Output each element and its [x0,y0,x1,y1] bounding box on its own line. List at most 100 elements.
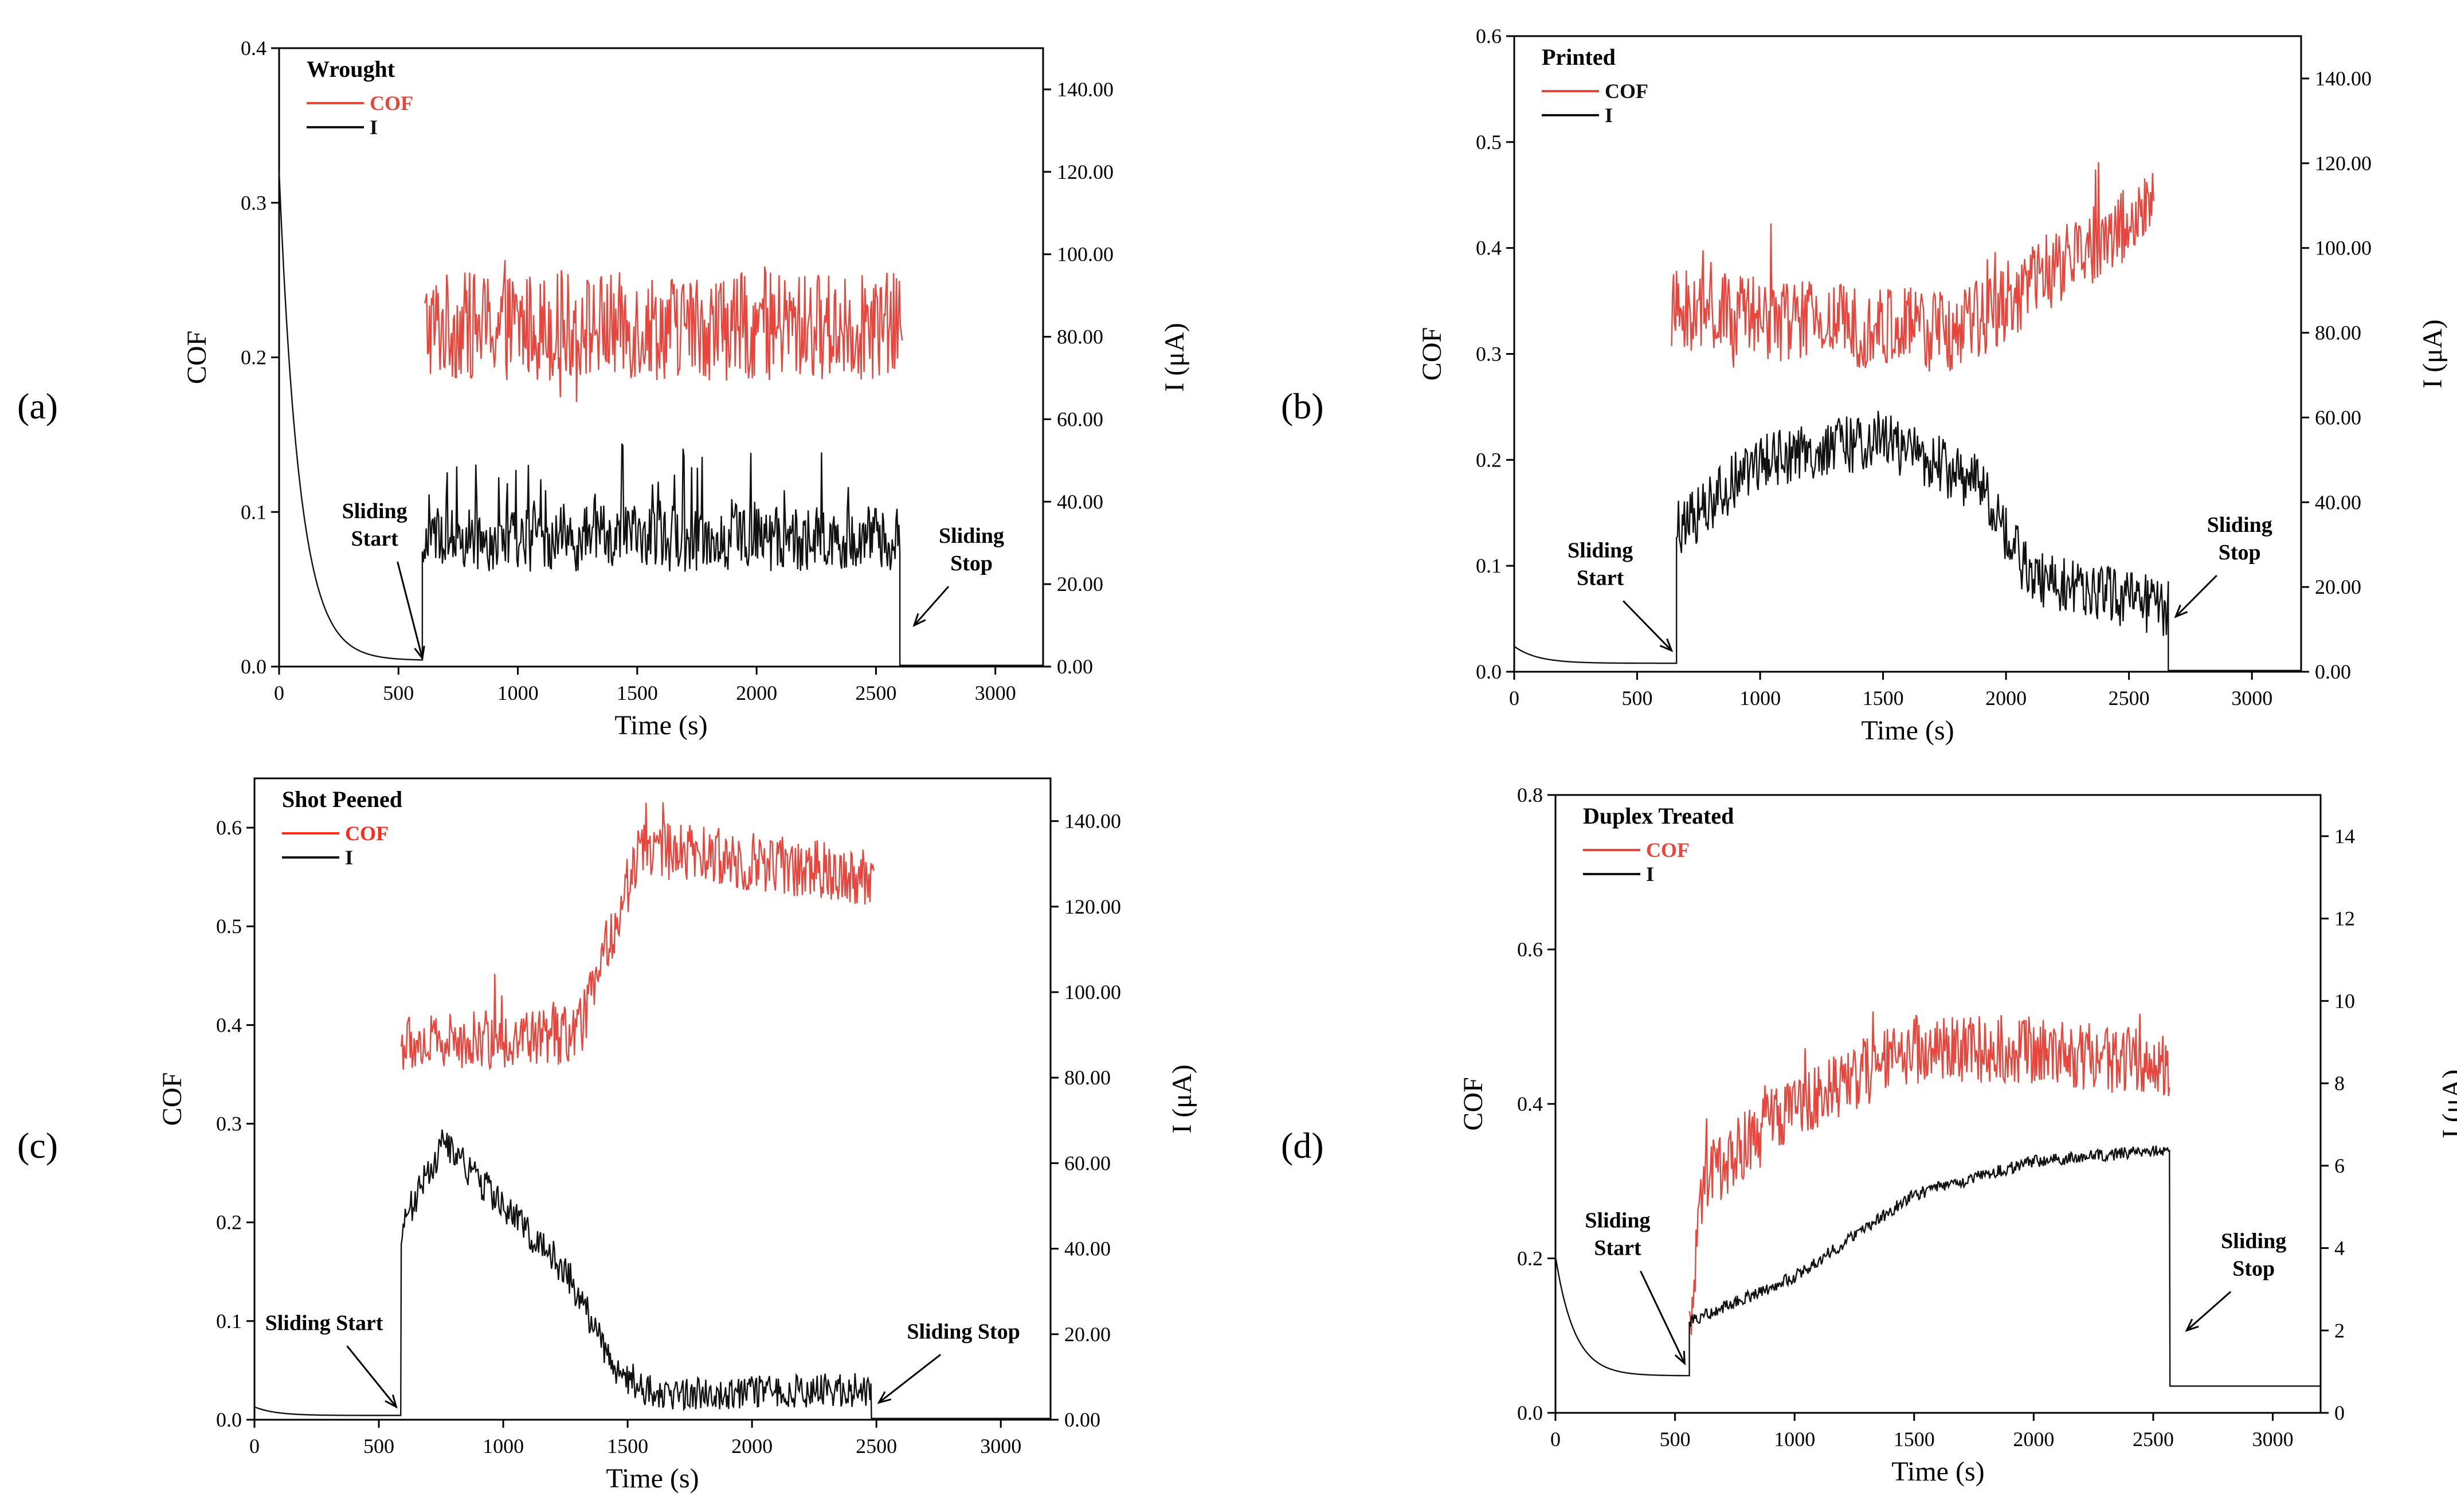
chart-panel-2: (b) 0 500 1000 1500 2000 2500 3000 0.0 0.1 0.2 0.3 0… [1281,25,2448,746]
y-tick-label: 0.5 [1476,131,1502,154]
annotation-label: Start [1594,1236,1641,1260]
y2-tick-label: 0.00 [2315,660,2351,683]
cof-series-line [1688,1011,2170,1335]
y2-tick-label: 80.00 [1057,326,1103,348]
y-tick-label: 0.0 [241,655,267,678]
annotation-label: Stop [2232,1257,2275,1281]
y2-tick-label: 100.00 [1057,243,1114,266]
x-tick-label: 500 [1622,687,1653,710]
y2-tick-label: 60.00 [1057,408,1103,430]
current-series-line [254,1129,1051,1420]
current-series-line [1514,410,2301,672]
y2-axis-title: I (μA) [1159,323,1190,391]
current-series-line [278,171,1043,667]
x-tick-label: 500 [363,1435,394,1458]
y-tick-label: 0.1 [216,1310,242,1333]
y-axis-title: COF [182,331,212,384]
x-tick-label: 2000 [731,1435,773,1458]
annotation-arrow [1640,1270,1686,1364]
x-tick-label: 1500 [607,1435,648,1458]
annotation-label: Start [1577,566,1624,590]
x-tick-label: 1500 [617,681,658,704]
legend-label: I [345,846,353,869]
legend-label: I [1605,104,1613,127]
chart-panel-3: (c) 0 500 1000 1500 2000 2500 3000 0.0 0.1 0.2 0.3 0… [17,777,1197,1494]
x-tick-label: 2000 [1985,687,2027,710]
y2-tick-label: 120.00 [1064,895,1121,918]
y-tick-label: 0.4 [1517,1092,1543,1115]
plot-frame [1513,35,2302,673]
x-tick-label: 0 [274,681,284,704]
x-tick-label: 1500 [1894,1428,1935,1451]
annotation-arrow [1623,600,1672,652]
x-tick-label: 3000 [2231,687,2272,710]
x-axis-title: Time (s) [614,710,707,741]
x-tick-label: 1000 [1739,687,1781,710]
legend-label: COF [345,822,389,845]
annotation-arrow [878,1354,942,1404]
y2-tick-label: 120.00 [2315,152,2372,175]
x-tick-label: 500 [383,681,414,704]
x-tick-label: 3000 [975,681,1016,704]
y2-axis-title: I (μA) [2437,1070,2457,1138]
y2-tick-label: 140.00 [1057,78,1114,101]
y2-tick-label: 60.00 [1064,1151,1111,1174]
y-tick-label: 0.8 [1517,784,1543,806]
legend-label: COF [370,92,413,115]
chart-title: Printed [1542,44,1616,70]
y2-axis-title: I (μA) [1167,1064,1197,1133]
annotation-arrowhead [385,1395,398,1409]
legend-label: COF [1646,839,1690,861]
panel-label: (d) [1281,1125,1324,1166]
y-tick-label: 0.0 [1517,1401,1543,1424]
y2-tick-label: 40.00 [2315,491,2361,514]
y2-tick-label: 80.00 [2315,322,2361,344]
panel-label: (c) [17,1125,58,1166]
y2-tick-label: 60.00 [2315,406,2361,429]
cof-series-line [424,260,903,402]
y2-tick-label: 20.00 [2315,575,2361,598]
x-tick-label: 2500 [856,1435,897,1458]
y-tick-label: 0.2 [241,346,267,369]
annotation-label: Sliding Stop [907,1319,1020,1343]
panel-label: (a) [17,386,58,426]
y2-tick-label: 120.00 [1057,160,1114,183]
annotation-arrow [2186,1291,2232,1331]
x-tick-label: 3000 [2252,1428,2294,1451]
annotation-arrow [913,586,950,626]
cof-series-line [1671,162,2154,372]
annotation-label: Sliding [1585,1209,1650,1233]
annotation-label: Sliding Start [265,1311,383,1335]
chart-panel-4: (d) 0 500 1000 1500 2000 2500 3000 0.0 0.2 0.4 0.6 0… [1281,784,2457,1487]
y2-tick-label: 2 [2334,1319,2345,1342]
x-tick-label: 0 [1509,687,1519,710]
y2-tick-label: 6 [2334,1154,2345,1177]
annotation-label: Stop [2219,540,2261,565]
y-tick-label: 0.6 [1476,25,1502,48]
x-tick-label: 500 [1660,1428,1691,1451]
annotation-arrowhead [414,645,425,661]
y2-tick-label: 80.00 [1064,1066,1111,1089]
y2-tick-label: 10 [2334,989,2355,1012]
x-tick-label: 2500 [855,681,896,704]
y-tick-label: 0.5 [216,915,242,938]
annotation-arrowhead [877,1391,892,1404]
annotation-arrowhead [912,613,926,627]
y-tick-label: 0.1 [241,500,267,523]
legend-label: I [1646,863,1654,886]
y2-tick-label: 40.00 [1064,1237,1111,1260]
x-tick-label: 3000 [980,1435,1021,1458]
x-tick-label: 1000 [483,1435,524,1458]
cof-series-line [400,802,875,1071]
y-tick-label: 0.3 [1476,343,1502,366]
y2-tick-label: 100.00 [2315,237,2372,260]
plot-frame [253,777,1052,1421]
y-tick-label: 0.6 [216,816,242,839]
annotation-arrow [2175,574,2217,617]
plot-frame [1554,794,2322,1414]
annotation-arrowhead [2174,604,2188,618]
x-tick-label: 2500 [2133,1428,2174,1451]
x-tick-label: 2000 [2013,1428,2054,1451]
y2-tick-label: 20.00 [1057,573,1103,596]
